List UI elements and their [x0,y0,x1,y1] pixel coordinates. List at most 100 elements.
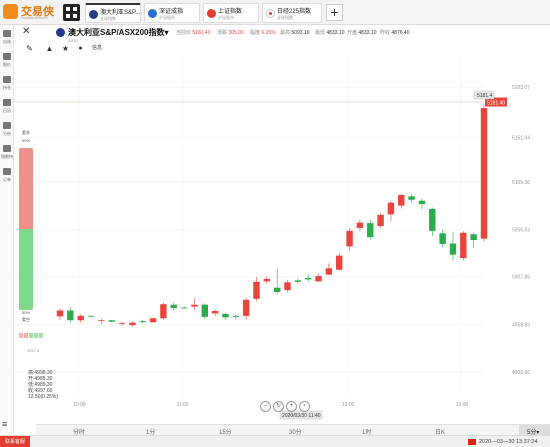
sidebar-item-orders[interactable]: 订单 [0,165,14,187]
y-tick-label: 5105.36 [512,180,530,186]
candle-body [398,194,405,206]
candle [77,314,84,323]
candle-body [470,234,477,241]
candle [377,212,384,228]
sidebar-item-label: 指数持 [1,154,13,159]
sidebar-item-positions[interactable]: 持仓 [0,73,14,95]
candle-body [460,232,467,259]
candle [346,228,353,251]
tab-period-5m[interactable]: 5分▾ [527,430,540,436]
tab-sse[interactable]: 上证指数 沪深股市 [203,3,259,23]
candle-body [418,200,426,205]
tab-asx200[interactable]: 澳大利亚S&P... 全球指数 [85,3,141,23]
tab-period-1m[interactable]: 1分 [146,430,156,436]
tab-period-daily[interactable]: 日K [435,430,446,436]
candlestick-chart[interactable]: 5203.07 5151.04 5105.36 5056.53 5007.86 4958.… [14,56,550,424]
candle [429,207,436,237]
calendar-icon [3,99,11,106]
candle-body [118,323,126,324]
apps-grid-icon[interactable] [63,4,80,21]
candle-body [108,320,115,322]
scroll-right-button[interactable]: › [299,401,310,412]
mini-depth-bar [19,333,45,338]
customer-support-button[interactable]: 联系客服 [0,436,30,447]
tab-title: 澳大利亚S&P... [100,10,141,16]
candle-body [377,214,384,226]
stat-low: 最低 4833.10 [315,30,345,36]
tab-subtitle: 沪深股市 [218,15,234,20]
sidebar-item-label: 日历 [3,108,11,113]
candle-body [87,315,95,317]
instrument-name[interactable]: 澳大利亚S&P/ASX200指数▾ [68,28,169,37]
pencil-icon[interactable]: ✎ [26,44,33,53]
instrument-code: AXJO [68,38,79,43]
status-clock: 2020—03—30 13:37:24 [479,439,538,445]
tab-nikkei225[interactable]: 日经225指数 全球指数 [262,3,322,23]
logo-icon [3,4,18,19]
sidebar-item-quotes[interactable]: 报价 [0,50,14,72]
candle [149,317,157,323]
y-tick-label: 5007.86 [512,275,530,281]
bell-icon[interactable]: ▲ [45,44,54,53]
sidebar-item-label: 分析 [3,131,11,136]
zoom-in-button[interactable]: + [286,401,297,412]
candle-body [367,223,374,238]
candle-body [304,277,312,280]
tab-period-timeshare[interactable]: 分时 [73,430,86,436]
candle-body [387,202,395,215]
crosshair-price-tag [473,90,495,100]
stat-prev-close: 昨收 4876.40 [380,30,410,36]
tab-period-1h[interactable]: 1时 [362,430,372,436]
star-icon [3,30,11,37]
sidebar-item-watchlist[interactable]: 自选 [0,27,14,49]
candle-body [336,255,343,270]
bear-percent: 50% [22,310,31,315]
sidebar-item-index[interactable]: 指数持 [0,142,14,164]
info-button[interactable]: 信息 [92,45,103,51]
y-tick-label: 4958.83 [512,322,530,328]
crosshair-price-label: 5181.4 [477,93,493,99]
candle-body [211,311,219,314]
candle [315,273,322,282]
candle [439,229,446,248]
candle [191,298,198,311]
bull-fill [19,148,33,229]
reset-zoom-button[interactable]: ↻ [273,401,284,412]
candle-body [149,318,157,323]
analysis-icon [3,122,11,129]
quote-icon [3,53,11,60]
tab-period-15m[interactable]: 15分 [219,430,232,436]
candle-body [294,280,302,282]
candle [180,306,188,310]
candle [118,321,126,326]
close-icon[interactable]: ✕ [22,26,31,37]
position-icon [3,76,11,83]
y-tick-label: 5203.07 [512,85,530,91]
candle-body [253,281,260,299]
app-logo: 交易侠 TRADER KNIGHTS [3,3,55,22]
info-icon: ● [78,45,83,52]
chart-grid [14,86,484,373]
candle-body [98,320,105,322]
sidebar-item-analysis[interactable]: 分析 [0,119,14,141]
candle [170,302,177,311]
menu-icon[interactable]: ≡ [2,419,8,429]
candle-body [129,322,136,326]
tab-szse[interactable]: 深证成指 沪深股市 [144,3,200,23]
candle [460,231,467,260]
zoom-out-button[interactable]: − [260,401,271,412]
add-tab-button[interactable]: + [326,4,343,21]
x-tick-label: 10:00 [73,402,86,408]
stat-high: 最高 5093.10 [280,30,310,36]
star-icon[interactable]: ★ [61,44,70,53]
sidebar-item-calendar[interactable]: 日历 [0,96,14,118]
ohlc-change: 12.50(0.25%) [28,394,59,400]
candle-body [180,307,188,309]
candle [325,263,333,276]
candle [398,193,405,209]
szse-flag-icon [148,9,157,18]
candle [294,278,302,284]
candle [160,302,167,320]
tab-period-30m[interactable]: 30分 [289,430,302,436]
candle [201,303,208,320]
